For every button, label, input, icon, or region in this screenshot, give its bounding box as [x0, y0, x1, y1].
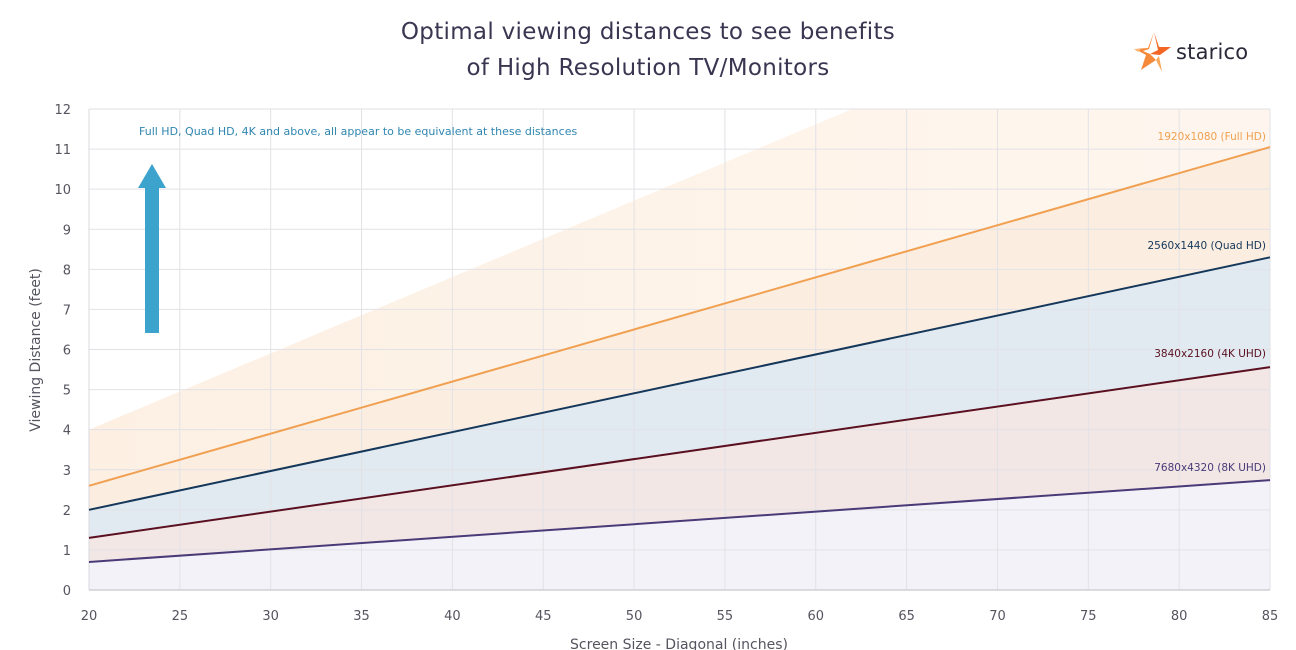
y-tick-label: 5	[63, 384, 71, 399]
y-tick-label: 11	[54, 143, 71, 158]
x-tick-label: 20	[81, 609, 98, 624]
y-tick-label: 2	[63, 504, 71, 519]
y-tick-label: 9	[63, 223, 71, 238]
series-label: 1920x1080 (Full HD)	[1158, 131, 1266, 143]
y-tick-label: 3	[63, 464, 71, 479]
x-tick-label: 50	[626, 609, 643, 624]
series-lines	[88, 146, 1271, 563]
chart-title-line-1: Optimal viewing distances to see benefit…	[400, 19, 896, 45]
series-label: 2560x1440 (Quad HD)	[1147, 240, 1266, 252]
series-labels: 1920x1080 (Full HD) 2560x1440 (Quad HD) 38…	[1147, 131, 1266, 474]
starico-logo: starico	[1132, 30, 1248, 74]
x-tick-label: 30	[262, 609, 279, 624]
series-label: 3840x2160 (4K UHD)	[1154, 348, 1266, 360]
x-tick-label: 80	[1171, 609, 1188, 624]
y-tick-label: 6	[63, 344, 71, 359]
x-tick-label: 45	[535, 609, 552, 624]
x-tick-label: 35	[353, 609, 370, 624]
x-tick-label: 85	[1262, 609, 1279, 624]
x-tick-label: 60	[807, 609, 824, 624]
y-tick-label: 1	[63, 544, 71, 559]
y-tick-label: 10	[54, 183, 71, 198]
series-line	[88, 256, 1271, 511]
band-fill	[89, 480, 1270, 590]
y-tick-label: 4	[63, 424, 71, 439]
series-line	[88, 479, 1271, 563]
band-fill	[89, 367, 1270, 562]
band-fill	[89, 147, 1270, 510]
y-tick-label: 7	[63, 303, 71, 318]
y-axis-label: Viewing Distance (feet)	[28, 268, 44, 432]
y-tick-label: 0	[63, 584, 71, 599]
y-tick-label: 8	[63, 263, 71, 278]
x-axis-label: Screen Size - Diagonal (inches)	[570, 637, 788, 650]
annotation-arrow-icon	[138, 164, 166, 333]
x-tick-label: 70	[989, 609, 1006, 624]
chart-title-line-2: of High Resolution TV/Monitors	[466, 55, 830, 81]
x-tick-label: 40	[444, 609, 461, 624]
y-tick-label: 12	[54, 103, 71, 118]
star-icon	[1134, 32, 1171, 72]
upper-band-fill	[89, 109, 1270, 486]
series-line	[88, 366, 1271, 539]
series-label: 7680x4320 (8K UHD)	[1154, 462, 1266, 474]
x-tick-label: 25	[172, 609, 189, 624]
annotation-text: Full HD, Quad HD, 4K and above, all appe…	[139, 125, 577, 138]
band-fill	[89, 257, 1270, 538]
logo-text: starico	[1176, 40, 1249, 64]
x-ticks: 20 25 30 35 40 45 50 55 60 65 70 75 80 85	[81, 609, 1279, 624]
x-tick-label: 65	[898, 609, 915, 624]
series-line	[88, 146, 1271, 487]
x-tick-label: 75	[1080, 609, 1097, 624]
chart-title: Optimal viewing distances to see benefit…	[0, 14, 1296, 86]
x-tick-label: 55	[717, 609, 734, 624]
